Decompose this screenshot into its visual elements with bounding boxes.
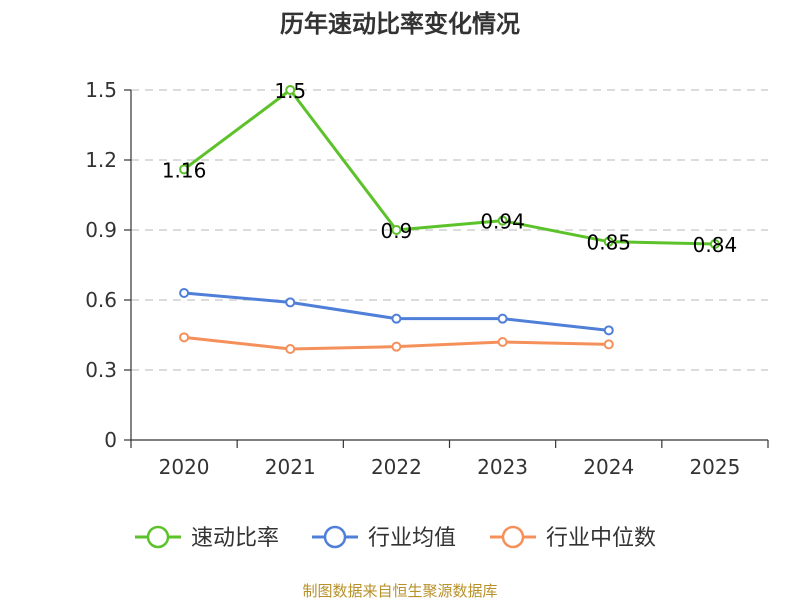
series-layer	[179, 85, 720, 354]
x-tick-label: 2024	[583, 455, 634, 479]
data-label: 0.84	[693, 233, 738, 257]
y-tick-label: 1.2	[85, 148, 117, 172]
x-tick-label: 2021	[265, 455, 316, 479]
chart-title: 历年速动比率变化情况	[280, 10, 520, 38]
data-point[interactable]	[709, 239, 720, 249]
data-point[interactable]	[285, 297, 296, 308]
legend-circle-icon	[323, 525, 347, 549]
series-line-1	[183, 88, 715, 246]
legend-label: 速动比率	[191, 526, 279, 551]
data-label: 0.85	[586, 231, 631, 255]
data-point[interactable]	[285, 85, 296, 95]
data-label: 0.94	[480, 210, 525, 234]
y-tick-label: 0.6	[85, 288, 117, 312]
legend-circle-icon	[501, 525, 525, 549]
data-point[interactable]	[391, 313, 402, 324]
legend-circle-icon	[146, 525, 170, 549]
axes: 0 0.3 0.6 0.9 1.2 1.5 2020 2021 2022 2023 2024 2025	[85, 78, 769, 479]
series-line-2	[183, 291, 609, 332]
data-point[interactable]	[391, 341, 402, 352]
legend-label: 行业中位数	[546, 526, 656, 551]
data-point[interactable]	[603, 325, 614, 336]
data-label: 1.5	[274, 79, 306, 103]
data-point[interactable]	[179, 332, 190, 343]
data-point[interactable]	[179, 164, 190, 175]
x-tick-label: 2023	[477, 455, 528, 479]
grid-lines	[131, 89, 768, 371]
source-note: 制图数据来自恒生聚源数据库	[302, 582, 497, 600]
data-point[interactable]	[497, 337, 508, 347]
legend-item-3[interactable]: 行业中位数	[490, 525, 656, 551]
legend-item-2[interactable]: 行业均值	[312, 525, 456, 551]
legend-label: 行业均值	[368, 526, 456, 551]
data-point[interactable]	[497, 313, 508, 324]
data-point[interactable]	[179, 288, 190, 298]
data-point[interactable]	[603, 236, 614, 247]
y-tick-label: 0.3	[85, 358, 117, 382]
x-tick-label: 2022	[371, 455, 422, 479]
legend[interactable]: 速动比率 行业均值 行业中位数	[135, 525, 656, 551]
x-tick-label: 2020	[159, 455, 210, 479]
y-tick-label: 0.9	[85, 218, 117, 242]
data-label: 0.9	[381, 219, 413, 243]
data-point[interactable]	[497, 215, 508, 226]
legend-item-1[interactable]: 速动比率	[135, 525, 279, 551]
x-tick-label: 2025	[689, 455, 740, 479]
data-label: 1.16	[162, 158, 207, 182]
data-labels: 1.16 1.5 0.9 0.94 0.85 0.84	[162, 79, 737, 257]
data-point[interactable]	[603, 339, 614, 350]
y-tick-label: 0	[104, 428, 117, 452]
y-tick-label: 1.5	[85, 78, 117, 102]
data-point[interactable]	[285, 344, 296, 354]
data-point[interactable]	[391, 225, 402, 235]
